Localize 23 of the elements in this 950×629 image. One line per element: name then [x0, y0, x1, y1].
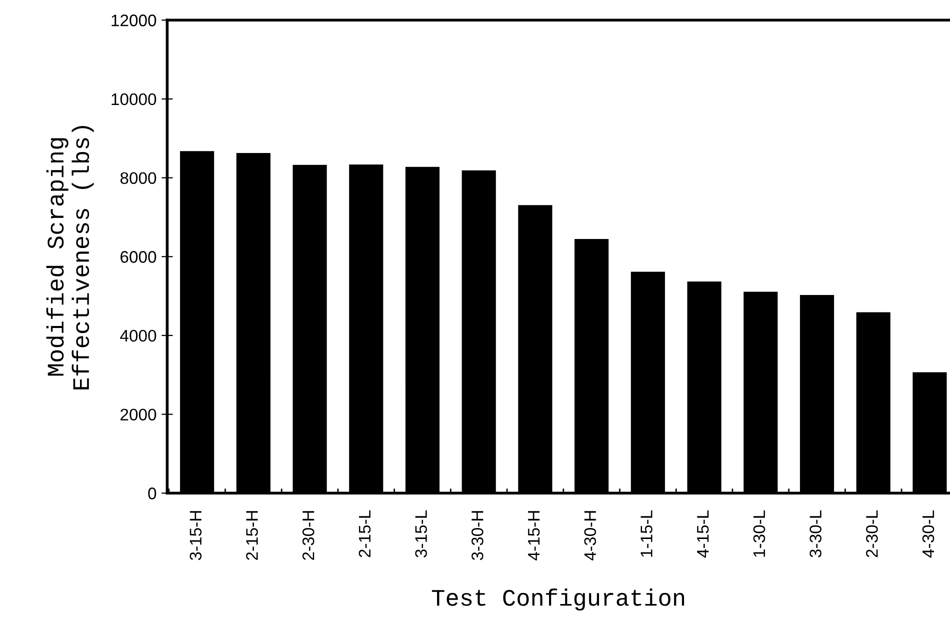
x-tick-label: 2-15-H	[246, 511, 258, 560]
x-tick-label: 1-30-L	[753, 510, 766, 557]
y-tick-label: 0	[148, 488, 156, 500]
x-tick-label: 1-15-L	[640, 510, 652, 557]
x-tick-label: 3-15-L	[415, 510, 427, 558]
x-tick-label: 2-30-L	[866, 510, 878, 558]
x-tick-label: 2-15-L	[358, 510, 371, 558]
y-tick-label: 2000	[120, 408, 156, 421]
x-tick-label: 3-30-L	[810, 510, 822, 558]
x-tick-label: 4-15-L	[697, 510, 709, 558]
y-tick-label: 4000	[120, 330, 156, 342]
x-tick-label: 2-30-H	[302, 511, 314, 560]
x-tick-label: 4-30-L	[922, 510, 934, 558]
x-tick-label: 4-15-H	[528, 511, 540, 560]
y-tick-label: 10000	[112, 93, 156, 106]
y-axis-title: Modified Scraping Effectiveness (lbs)	[46, 126, 94, 390]
y-tick-label: 6000	[120, 251, 156, 263]
x-axis-title: Test Configuration	[432, 588, 684, 611]
y-tick-label: 8000	[120, 172, 156, 184]
x-tick-label: 3-15-H	[190, 511, 202, 560]
x-tick-label: 3-30-H	[472, 511, 484, 560]
x-tick-label: 4-30-H	[584, 511, 596, 560]
y-tick-label: 12000	[112, 14, 156, 26]
